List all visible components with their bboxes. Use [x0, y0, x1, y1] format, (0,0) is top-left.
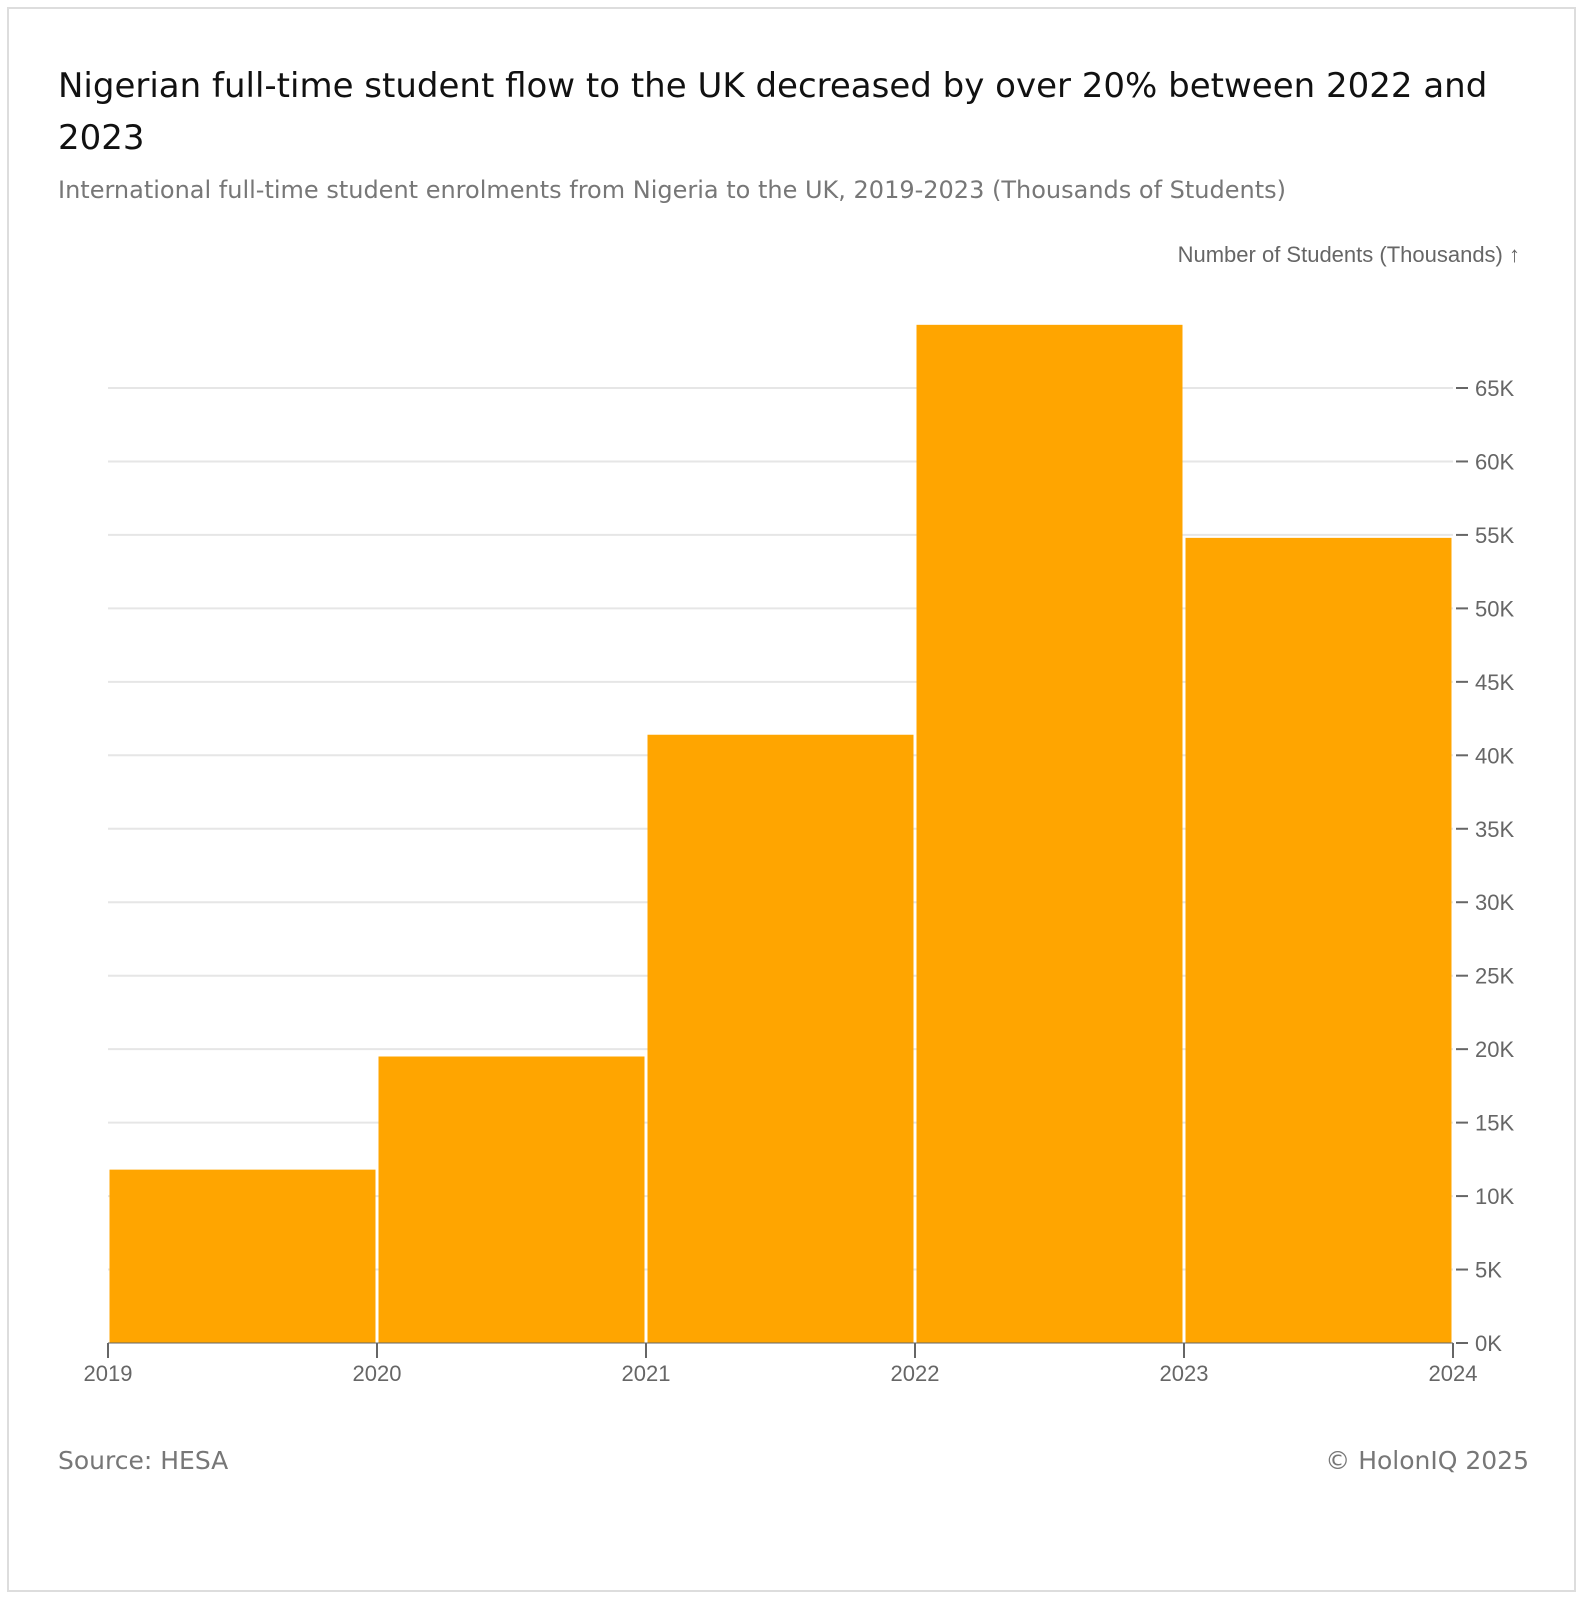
y-tick-label: 45K — [1475, 670, 1514, 695]
y-tick-label: 30K — [1475, 890, 1514, 915]
y-tick-label: 35K — [1475, 817, 1514, 842]
y-tick-label: 10K — [1475, 1184, 1514, 1209]
bar-2019 — [109, 1169, 376, 1343]
x-tick-label: 2024 — [1429, 1361, 1478, 1386]
y-tick-label: 5K — [1475, 1258, 1502, 1283]
y-axis-label: Number of Students (Thousands) ↑ — [1178, 242, 1520, 267]
x-tick-label: 2021 — [622, 1361, 671, 1386]
y-tick-label: 65K — [1475, 376, 1514, 401]
bar-2023 — [1185, 537, 1452, 1343]
y-tick-label: 0K — [1475, 1331, 1502, 1356]
y-tick-label: 60K — [1475, 449, 1514, 474]
bar-2021 — [647, 734, 914, 1343]
chart-frame — [7, 7, 1576, 1592]
y-tick-label: 25K — [1475, 964, 1514, 989]
chart-title: Nigerian full-time student flow to the U… — [58, 66, 1488, 158]
y-tick-label: 55K — [1475, 523, 1514, 548]
x-tick-label: 2019 — [84, 1361, 133, 1386]
copyright-note: © HolonIQ 2025 — [1325, 1446, 1529, 1475]
source-note: Source: HESA — [58, 1446, 229, 1475]
bar-2020 — [378, 1056, 645, 1343]
x-tick-label: 2023 — [1160, 1361, 1209, 1386]
bar-2022 — [916, 324, 1183, 1343]
x-tick-label: 2022 — [891, 1361, 940, 1386]
chart-subtitle: International full-time student enrolmen… — [58, 176, 1286, 204]
y-tick-label: 20K — [1475, 1037, 1514, 1062]
y-tick-label: 15K — [1475, 1111, 1514, 1136]
y-tick-label: 40K — [1475, 743, 1514, 768]
x-tick-label: 2020 — [353, 1361, 402, 1386]
y-tick-label: 50K — [1475, 596, 1514, 621]
